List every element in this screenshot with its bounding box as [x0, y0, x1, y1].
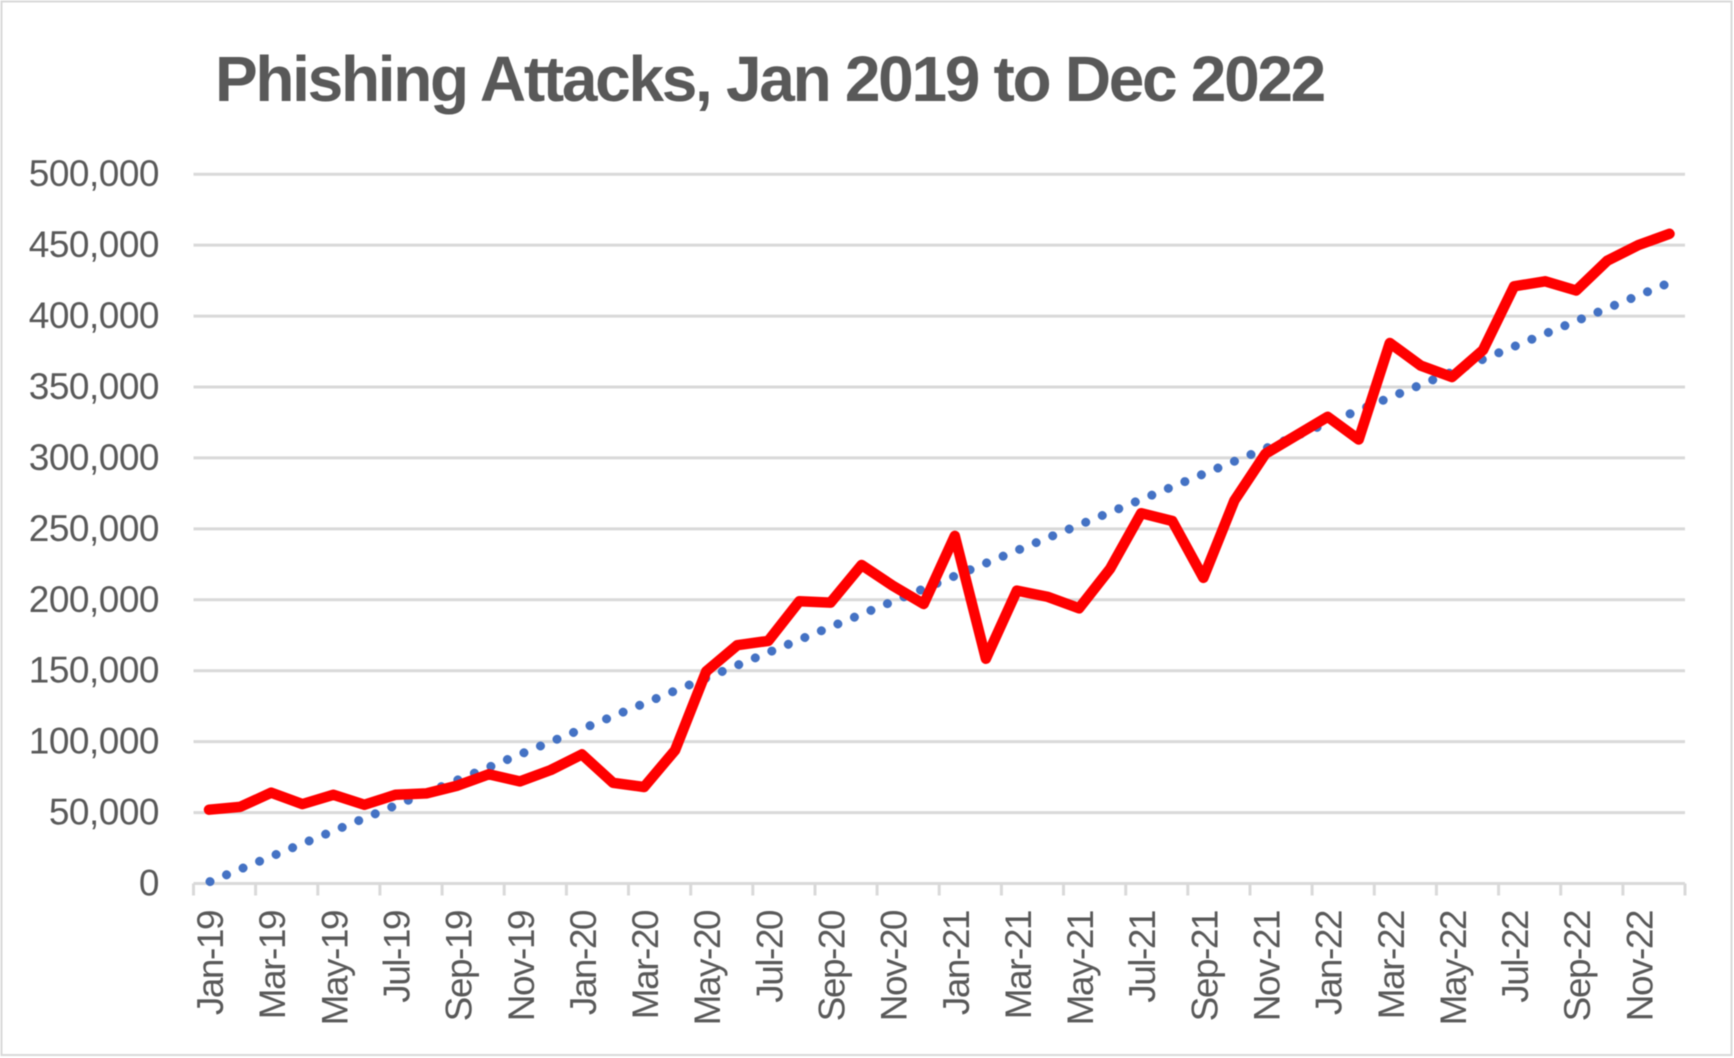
svg-text:Jul-22: Jul-22 — [1495, 911, 1536, 1003]
svg-text:Sep-20: Sep-20 — [812, 910, 853, 1021]
svg-text:250,000: 250,000 — [29, 508, 159, 549]
svg-text:350,000: 350,000 — [29, 366, 159, 407]
svg-text:450,000: 450,000 — [29, 224, 159, 265]
svg-text:Jan-20: Jan-20 — [563, 910, 604, 1015]
svg-text:Sep-21: Sep-21 — [1184, 911, 1225, 1021]
svg-text:May-19: May-19 — [314, 911, 355, 1025]
svg-text:Mar-20: Mar-20 — [625, 910, 666, 1019]
svg-text:Jan-21: Jan-21 — [936, 911, 977, 1015]
svg-text:Jan-22: Jan-22 — [1309, 911, 1350, 1015]
svg-text:100,000: 100,000 — [29, 721, 159, 762]
svg-text:500,000: 500,000 — [29, 153, 159, 194]
svg-text:200,000: 200,000 — [29, 579, 159, 620]
svg-text:Jul-20: Jul-20 — [749, 910, 790, 1003]
svg-text:Nov-19: Nov-19 — [501, 911, 542, 1021]
svg-text:300,000: 300,000 — [29, 437, 159, 478]
svg-text:Phishing Attacks, Jan 2019 to: Phishing Attacks, Jan 2019 to Dec 2022 — [215, 43, 1325, 115]
svg-text:May-22: May-22 — [1433, 911, 1474, 1025]
svg-text:400,000: 400,000 — [29, 295, 159, 336]
svg-text:50,000: 50,000 — [49, 792, 159, 833]
svg-text:150,000: 150,000 — [29, 650, 159, 691]
svg-text:Jul-19: Jul-19 — [377, 911, 418, 1003]
svg-text:May-21: May-21 — [1060, 911, 1101, 1025]
svg-text:Jul-21: Jul-21 — [1122, 911, 1163, 1003]
svg-text:Sep-22: Sep-22 — [1557, 911, 1598, 1021]
svg-text:Nov-22: Nov-22 — [1619, 911, 1660, 1021]
svg-text:Sep-19: Sep-19 — [439, 911, 480, 1021]
svg-text:Mar-19: Mar-19 — [252, 911, 293, 1019]
svg-text:Jan-19: Jan-19 — [190, 911, 231, 1015]
svg-text:May-20: May-20 — [687, 910, 728, 1025]
svg-text:Nov-20: Nov-20 — [874, 910, 915, 1021]
svg-text:Nov-21: Nov-21 — [1247, 911, 1288, 1021]
svg-text:Mar-22: Mar-22 — [1371, 911, 1412, 1019]
svg-text:Mar-21: Mar-21 — [998, 911, 1039, 1019]
svg-text:0: 0 — [139, 863, 159, 904]
